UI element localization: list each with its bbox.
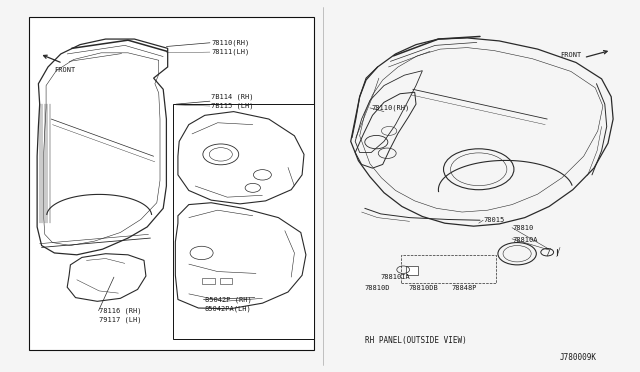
Text: 78810DB: 78810DB (408, 285, 438, 291)
Text: 78110(RH): 78110(RH) (211, 39, 250, 46)
Text: 7B115 (LH): 7B115 (LH) (211, 103, 253, 109)
Bar (401, 255, 496, 283)
Text: 85042PA(LH): 85042PA(LH) (205, 305, 252, 312)
Text: FRONT: FRONT (54, 67, 76, 73)
Text: 78810IA: 78810IA (381, 274, 410, 280)
Text: 78810A: 78810A (512, 237, 538, 243)
Bar (406, 266, 418, 275)
Text: 78110(RH): 78110(RH) (371, 105, 410, 111)
Bar (173, 104, 314, 339)
Text: 79117 (LH): 79117 (LH) (99, 317, 141, 323)
Text: FRONT: FRONT (560, 52, 581, 58)
Text: J780009K: J780009K (560, 353, 597, 362)
Text: 78015: 78015 (483, 217, 504, 223)
Text: 78810: 78810 (512, 225, 533, 231)
Text: 78116 (RH): 78116 (RH) (99, 307, 141, 314)
Bar (220, 278, 232, 284)
Text: 78111(LH): 78111(LH) (211, 49, 250, 55)
Text: 7B114 (RH): 7B114 (RH) (211, 93, 253, 100)
Text: RH PANEL(OUTSIDE VIEW): RH PANEL(OUTSIDE VIEW) (365, 336, 467, 345)
Text: 85042P (RH): 85042P (RH) (205, 296, 252, 303)
Text: 78810D: 78810D (365, 285, 390, 291)
Text: 78848P: 78848P (452, 285, 477, 291)
Bar (29, 17, 314, 350)
Bar (202, 278, 215, 284)
